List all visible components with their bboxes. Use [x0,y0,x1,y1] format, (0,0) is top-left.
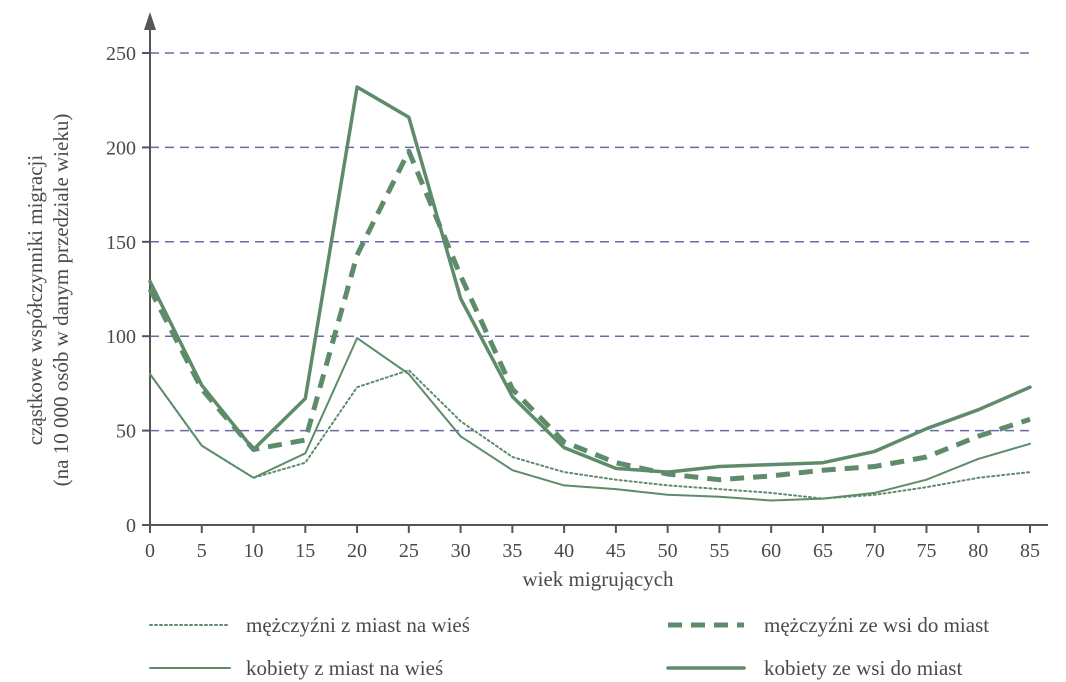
x-tick-label-85: 85 [1020,540,1040,562]
legend-label-men-city-to-village: mężczyźni z miast na wieś [246,613,470,637]
x-tick-label-55: 55 [709,540,729,562]
y-tick-labels: 0 50 100 150 200 250 [106,43,150,537]
x-tick-label-70: 70 [865,540,885,562]
series-line-0 [149,369,1031,500]
x-tick-label-30: 30 [451,540,471,562]
y-tick-label-100: 100 [106,326,136,348]
y-axis-title: cząstkowe współczynniki migracji (na 10 … [23,114,73,487]
x-tick-labels: 0 5 10 15 20 25 30 35 40 45 50 55 60 65 70 75 80 85 [145,525,1040,562]
legend-label-women-village-to-city: kobiety ze wsi do miast [764,656,962,680]
series-line-2 [149,337,1031,502]
x-tick-label-15: 15 [295,540,315,562]
series-lines [147,85,1032,502]
legend-label-men-village-to-city: mężczyźni ze wsi do miast [764,613,989,637]
x-tick-label-10: 10 [244,540,264,562]
legend: mężczyźni z miast na wieś mężczyźni ze w… [149,613,989,680]
x-tick-label-5: 5 [197,540,207,562]
x-tick-label-60: 60 [761,540,781,562]
x-tick-label-25: 25 [399,540,419,562]
y-axis-arrow [144,12,156,30]
y-axis-title-line-1: cząstkowe współczynniki migracji [23,155,47,446]
x-tick-label-65: 65 [813,540,833,562]
y-axis-title-line-2: (na 10 000 osób w danym przedziale wieku… [49,114,73,487]
x-tick-label-50: 50 [658,540,678,562]
y-tick-label-0: 0 [126,515,136,537]
gridlines [150,52,1032,432]
series-line-1 [147,148,1031,483]
series-line-3 [148,85,1032,474]
y-tick-label-200: 200 [106,137,136,159]
axes [144,12,1048,526]
x-tick-label-45: 45 [606,540,626,562]
y-tick-label-250: 250 [106,43,136,65]
x-tick-label-35: 35 [502,540,522,562]
y-tick-label-150: 150 [106,232,136,254]
x-tick-label-20: 20 [347,540,367,562]
x-tick-label-80: 80 [968,540,988,562]
x-axis-title: wiek migrujących [522,567,674,591]
y-tick-label-50: 50 [116,421,136,443]
x-tick-label-0: 0 [145,540,155,562]
x-tick-label-40: 40 [554,540,574,562]
x-tick-label-75: 75 [916,540,936,562]
legend-label-women-city-to-village: kobiety z miast na wieś [246,656,443,680]
